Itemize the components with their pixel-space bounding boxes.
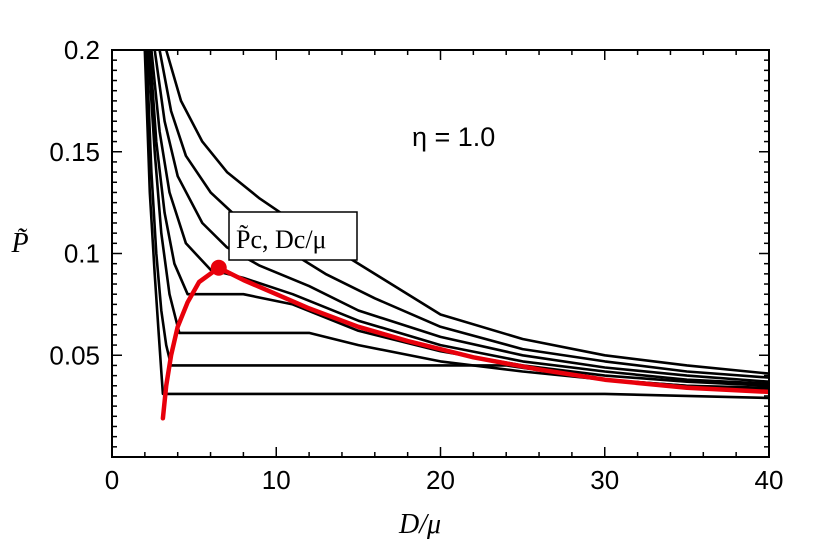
y-tick-label: 0.05 bbox=[49, 340, 100, 370]
critical-point-marker bbox=[210, 259, 227, 276]
isotherm-line-6 bbox=[153, 50, 769, 383]
y-tick-label: 0.15 bbox=[49, 137, 100, 167]
isotherm-line-7 bbox=[158, 50, 769, 379]
x-tick-label: 40 bbox=[755, 465, 784, 495]
callout-label: P̃c, Dc/μ bbox=[236, 225, 326, 254]
callout-box bbox=[228, 211, 358, 261]
x-tick-label: 30 bbox=[590, 465, 619, 495]
callout: P̃c, Dc/μ bbox=[228, 211, 358, 261]
y-tick-label: 0.1 bbox=[64, 239, 100, 269]
y-axis-label: P̃ bbox=[10, 228, 28, 259]
coexistence-curve bbox=[160, 265, 769, 421]
x-tick-label: 20 bbox=[426, 465, 455, 495]
tick-labels: 0 10 20 30 40 0.05 0.1 0.15 0.2 bbox=[49, 35, 783, 495]
x-tick-label: 0 bbox=[105, 465, 119, 495]
x-axis-label: D/μ bbox=[398, 509, 441, 540]
x-tick-label: 10 bbox=[262, 465, 291, 495]
plot-lines bbox=[143, 50, 769, 421]
ticks bbox=[111, 49, 770, 458]
y-tick-label: 0.2 bbox=[64, 35, 100, 65]
isotherm-line-5 bbox=[150, 50, 769, 385]
eta-annotation: η = 1.0 bbox=[412, 122, 495, 152]
isotherm-line-4 bbox=[148, 50, 769, 388]
isotherm-line-1 bbox=[143, 50, 769, 400]
